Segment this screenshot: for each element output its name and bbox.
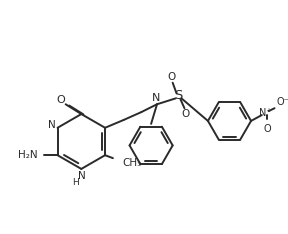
Text: H₂N: H₂N	[18, 150, 38, 160]
Text: O: O	[56, 95, 65, 105]
Text: N: N	[48, 120, 56, 130]
Text: O: O	[264, 124, 272, 134]
Text: H: H	[72, 178, 79, 187]
Text: N⁺: N⁺	[259, 108, 272, 118]
Text: S: S	[174, 89, 183, 102]
Text: O: O	[168, 72, 176, 82]
Text: CH₃: CH₃	[123, 158, 142, 168]
Text: O: O	[181, 109, 190, 119]
Text: N: N	[152, 93, 160, 103]
Text: N: N	[78, 171, 86, 181]
Text: O⁻: O⁻	[276, 97, 288, 107]
